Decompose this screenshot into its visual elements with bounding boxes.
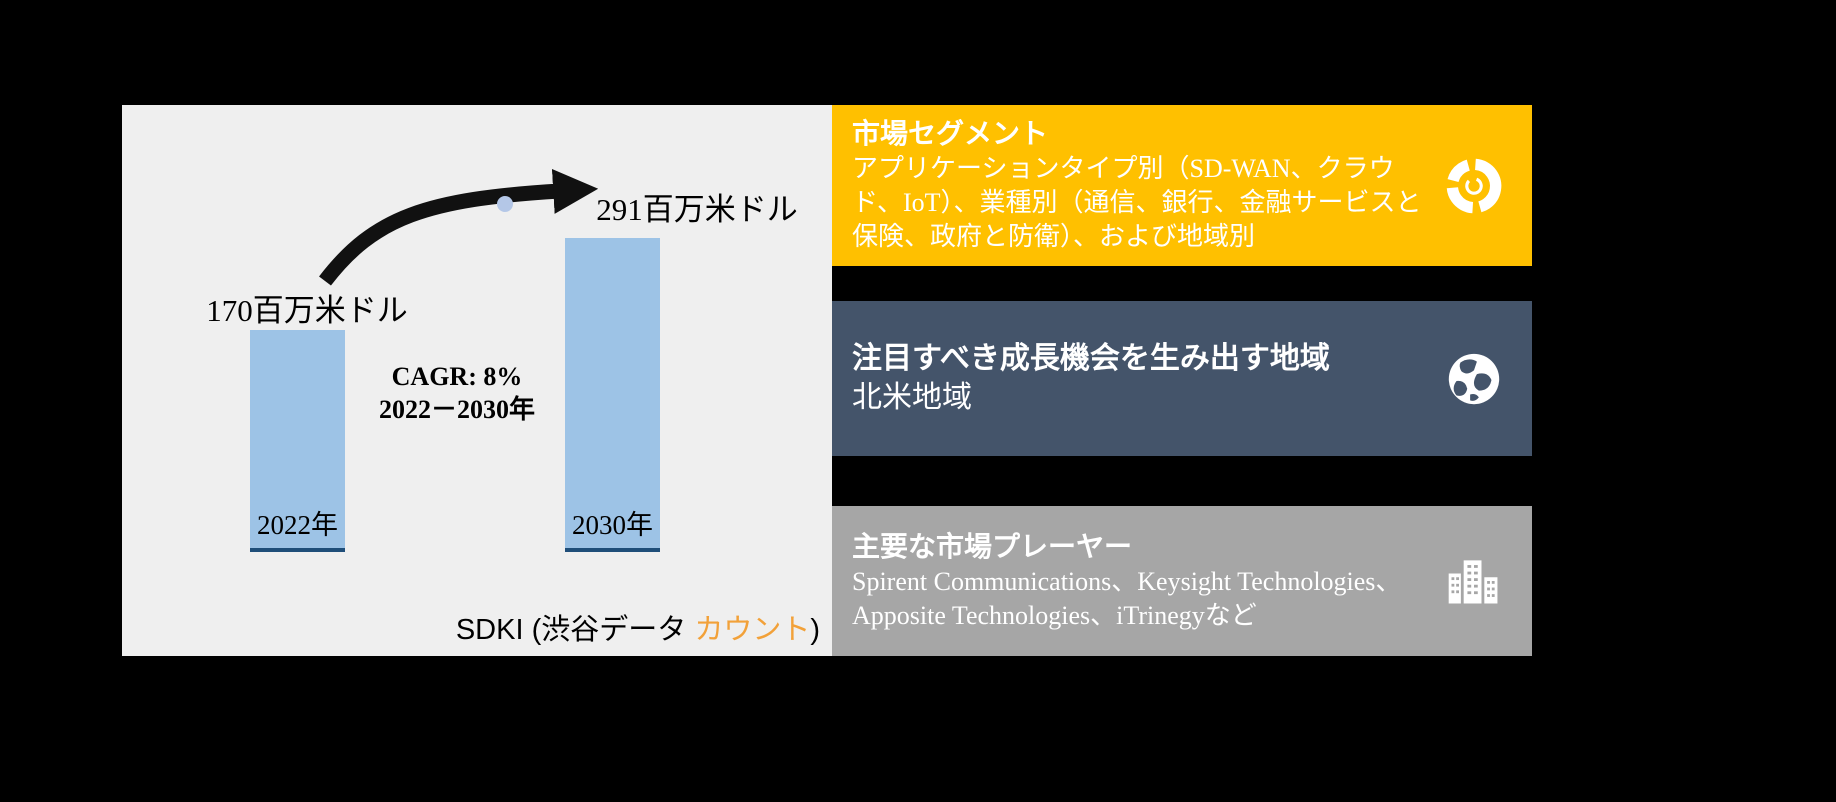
panel-market-segments-title: 市場セグメント [852,119,1049,151]
panel-key-players-text: 主要な市場プレーヤー Spirent Communications、Keysig… [852,530,1426,633]
bar-2022: 2022年 [250,330,345,552]
growth-arrow-path [319,168,599,286]
panel-growth-region-text: 注目すべき成長機会を生み出す地域 北米地域 [852,340,1426,417]
source-prefix: SDKI (渋谷データ [455,614,695,646]
city-buildings-icon [1426,551,1522,611]
source-attribution: SDKI (渋谷データ カウント) [456,606,820,648]
panel-market-segments-text: 市場セグメント アプリケーションタイプ別（SD-WAN、クラウド、IoT）、業種… [852,117,1426,253]
panel-key-players-body: Spirent Communications、Keysight Technolo… [852,566,1402,630]
donut-chart-icon [1426,153,1522,219]
bar-2030: 2030年 [565,238,660,552]
value-label-2022: 170百万米ドル [206,293,408,328]
value-label-2030: 291百万米ドル [596,192,798,227]
chart-panel: 170百万米ドル 291百万米ドル 2022年 2030年 CAGR: 8% 2… [122,105,832,656]
cagr-period: 2022－2030年 [378,394,535,424]
growth-arrow [319,168,599,286]
panel-key-players-title: 主要な市場プレーヤー [852,531,1133,563]
cagr-annotation: CAGR: 8% 2022－2030年 [347,361,567,426]
globe-icon [1426,348,1522,410]
panel-market-segments-body: アプリケーションタイプ別（SD-WAN、クラウド、IoT）、業種別（通信、銀行、… [852,154,1422,251]
panel-market-segments: 市場セグメント アプリケーションタイプ別（SD-WAN、クラウド、IoT）、業種… [832,105,1532,266]
source-suffix: ) [810,614,820,646]
bar-category-2030: 2030年 [572,510,653,540]
panel-key-players: 主要な市場プレーヤー Spirent Communications、Keysig… [832,506,1532,656]
panel-growth-region-body: 北米地域 [852,380,972,414]
bar-category-2022: 2022年 [257,510,338,540]
arrow-dot [497,196,513,212]
panel-growth-region: 注目すべき成長機会を生み出す地域 北米地域 [832,301,1532,456]
cagr-value: CAGR: 8% [391,362,523,391]
source-highlight: カウント [694,614,811,646]
panel-growth-region-title: 注目すべき成長機会を生み出す地域 [852,342,1330,376]
